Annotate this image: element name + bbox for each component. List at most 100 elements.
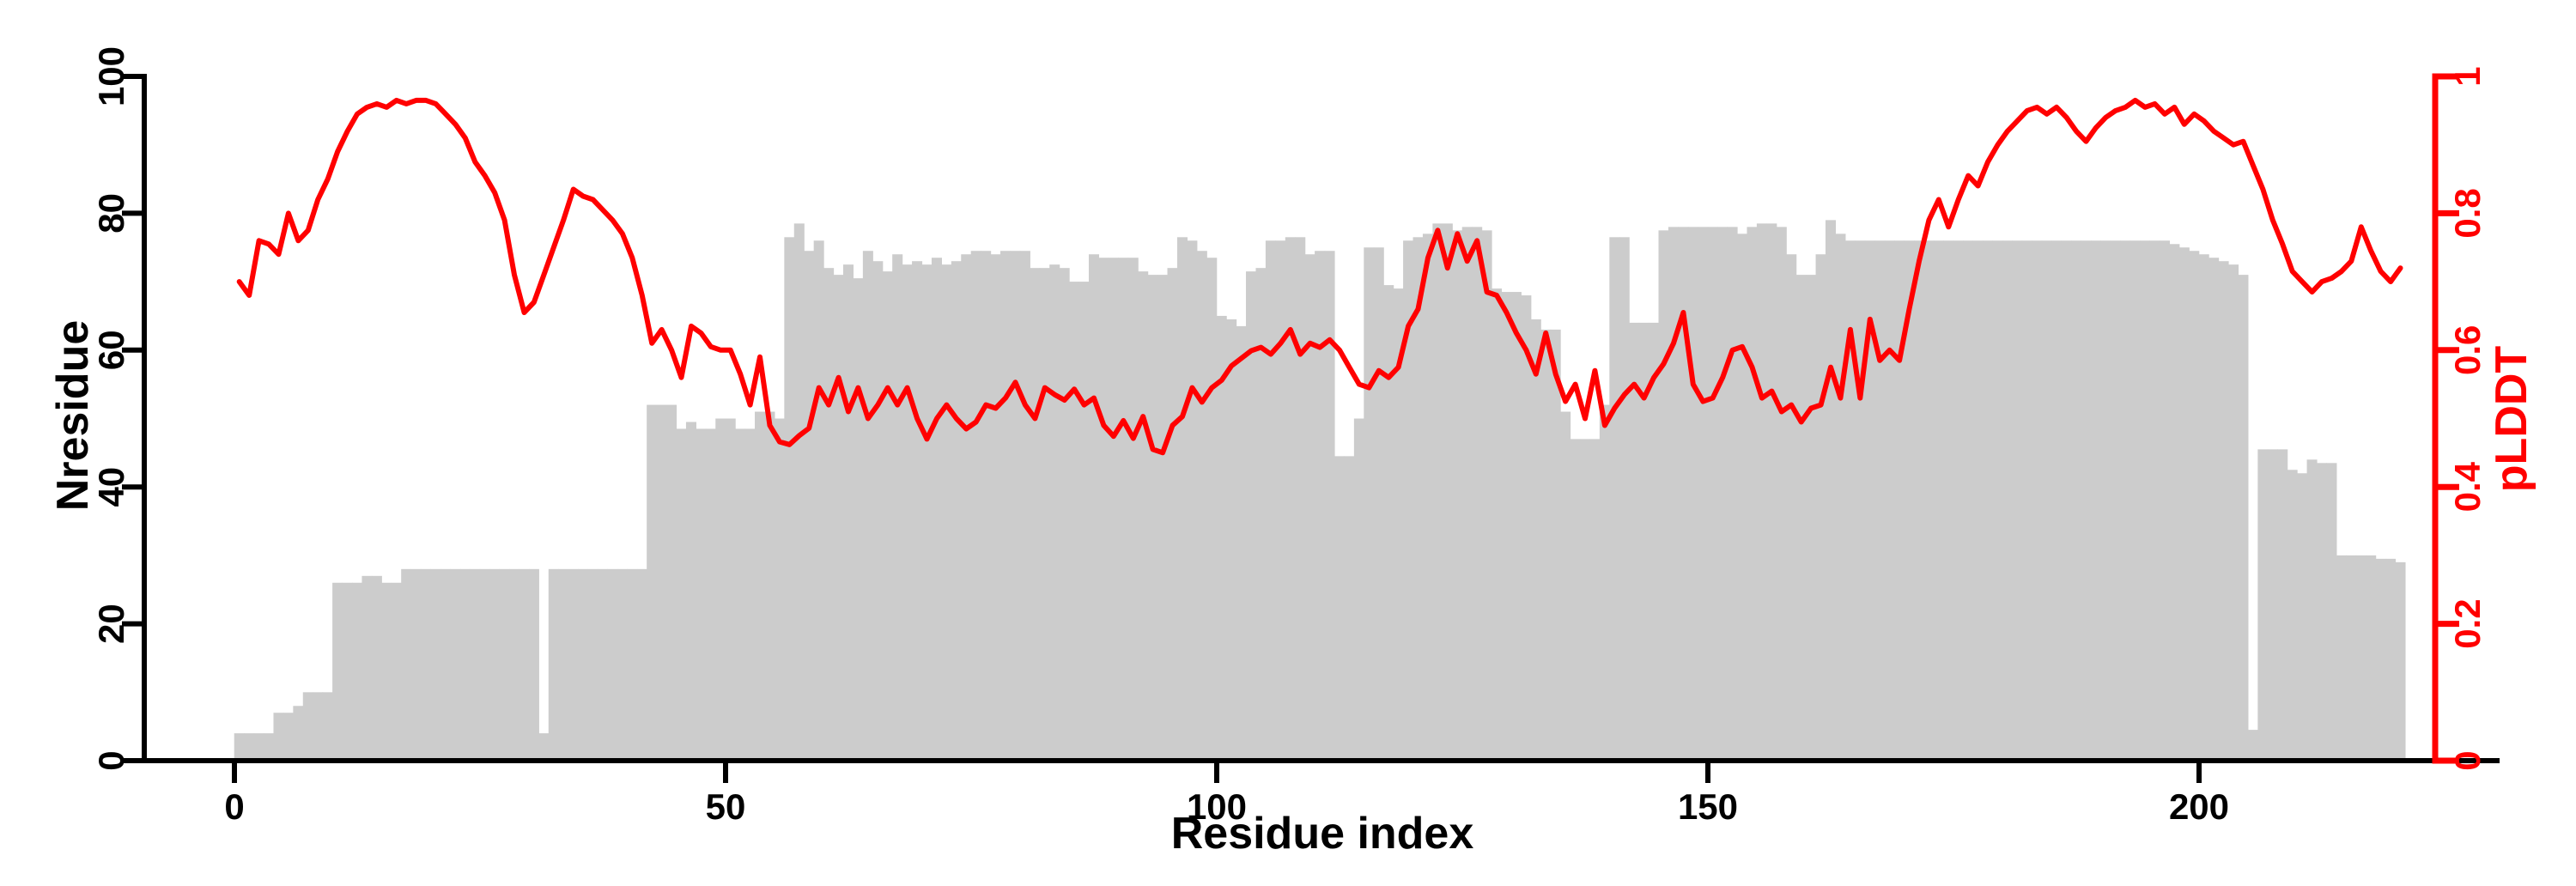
bar [1492,288,1503,761]
bar [1147,275,1158,761]
bar [1786,254,1797,762]
bar [361,575,373,761]
bar [2228,264,2239,761]
bar [1383,285,1394,762]
bar [1540,329,1552,761]
bar [1108,258,1119,762]
bar [421,568,432,761]
bar [744,428,756,761]
bar [1501,292,1512,761]
y-left-tick-label: 40 [91,467,131,507]
bar [1413,237,1424,761]
x-tick-label: 0 [224,786,244,827]
bar [981,251,992,761]
bar [1649,322,1660,761]
bar [1579,439,1591,761]
bar [509,568,520,761]
bar [2218,261,2229,761]
bar [470,568,481,761]
bar [293,706,304,761]
bar [1187,240,1198,761]
bar [1069,282,1080,762]
bar [961,254,972,762]
bar [784,237,795,761]
bar [2238,275,2249,761]
bar [990,254,1001,762]
bar [2297,473,2308,761]
bar [2140,240,2151,761]
bar [1806,275,1817,761]
line-series-plddt [236,97,2403,456]
y-left-tick-label: 0 [91,750,131,770]
bar [234,733,245,761]
bar [1481,230,1492,761]
bar [1599,404,1610,761]
bar [1570,439,1581,761]
bar [2189,251,2200,761]
bar [1766,223,1777,761]
bar [1088,254,1100,762]
bar [833,275,844,761]
bar [489,568,501,761]
bar [2090,240,2101,761]
bar [1913,240,1924,761]
bar [2336,555,2347,761]
bar [1923,240,1935,761]
bar [892,254,903,762]
bar [2178,247,2190,761]
bar [627,568,638,761]
bar [1078,282,1090,762]
bar [1226,319,1237,761]
bar [2110,240,2121,761]
bar [1285,237,1296,761]
bar [735,428,746,761]
bar [872,261,884,761]
y-right-tick-label: 0.8 [2447,188,2488,238]
bar [1000,251,1012,761]
bar [1825,220,1837,761]
bar [705,428,716,761]
x-tick-label: 150 [1678,786,1738,827]
y-axis-right-title: pLDDT [2487,346,2537,493]
bar [1049,264,1060,761]
bar [1698,227,1709,762]
bar [1176,237,1188,761]
y-right-tick-label: 0.2 [2447,598,2488,648]
bar [2021,240,2032,761]
bar [273,713,284,761]
bar [1246,271,1257,761]
bar [548,568,559,761]
bar [568,568,579,761]
chart-canvas: 0 50 100 150 200 0 20 40 60 80 100 0 0.2 0.4 0.6 0.8 1… [48,46,2537,859]
y-right-tick-label: 0.6 [2447,325,2488,375]
bar [1255,268,1267,761]
bar [264,733,275,761]
bar [2366,555,2377,761]
bar [1353,418,1364,761]
bar [912,261,923,761]
bar [951,261,962,761]
bar [1884,240,1895,761]
bar [440,568,451,761]
bar [2061,240,2072,761]
bar [479,568,490,761]
x-tick-label: 50 [706,786,746,827]
bar [2129,240,2141,761]
bar [1855,240,1866,761]
x-tick-label: 100 [1187,786,1247,827]
bar [1737,234,1748,761]
bar [2375,558,2386,761]
bar [1844,240,1856,761]
bar [1324,251,1335,761]
bar [1472,227,1483,762]
bar [676,428,687,761]
bar [813,240,824,761]
bar [1953,240,1964,761]
bar [1196,251,1207,761]
bar [519,568,530,761]
bar [1727,227,1738,762]
bar [764,411,775,761]
bar [1295,237,1306,761]
bar [2395,561,2406,761]
bar [2149,240,2160,761]
